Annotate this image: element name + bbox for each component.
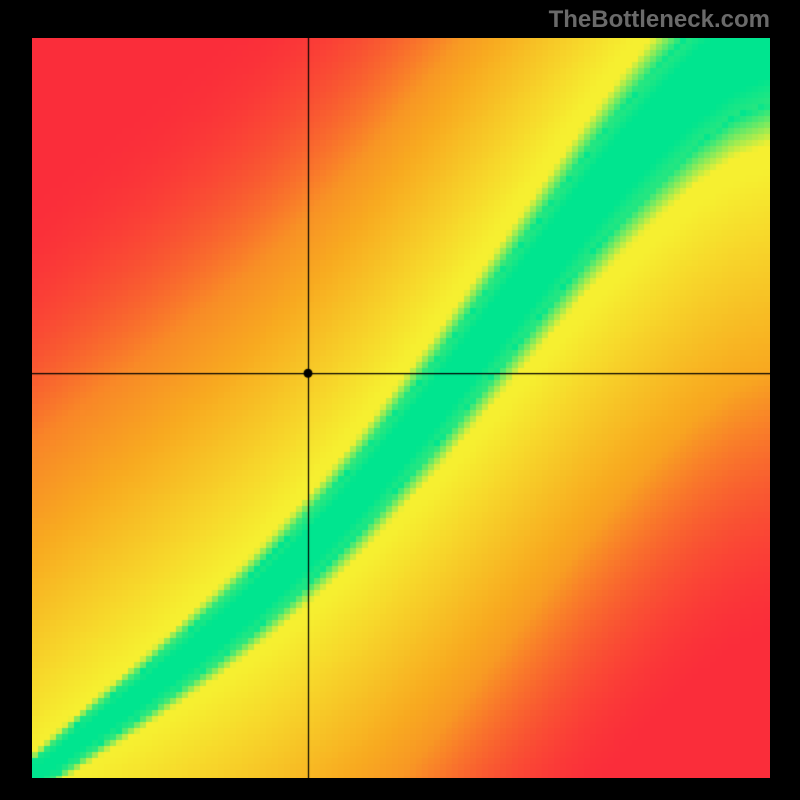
bottleneck-heatmap (32, 38, 770, 778)
watermark-text: TheBottleneck.com (549, 6, 770, 34)
